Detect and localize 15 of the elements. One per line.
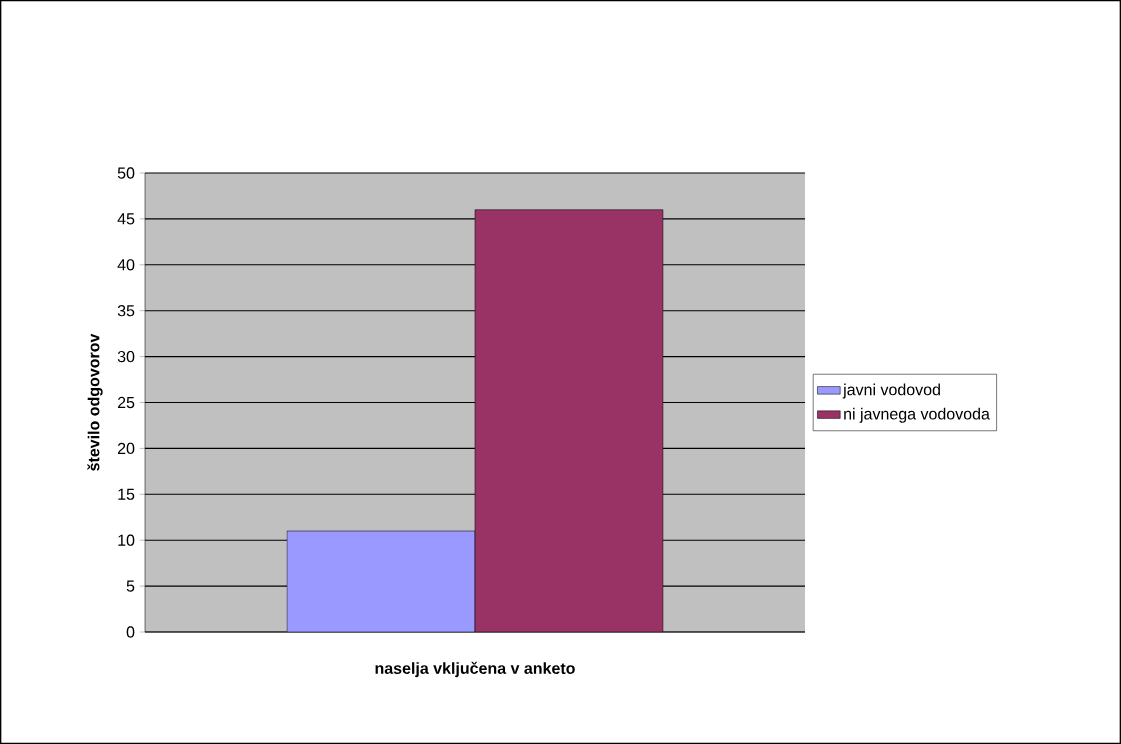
y-tick-label: 10: [118, 534, 135, 546]
y-tick-label: 35: [117, 305, 135, 317]
y-tick-label: 0: [126, 626, 135, 638]
y-tick-label: 40: [117, 259, 135, 271]
y-axis-title: število odgovorov: [87, 333, 103, 471]
y-tick-label: 25: [117, 396, 135, 409]
y-tick-label: 50: [117, 167, 135, 179]
y-tick-label: 5: [126, 580, 135, 592]
y-tick-label: 15: [118, 488, 135, 500]
legend-label: javni vodovod: [842, 383, 940, 399]
legend-label: ni javnega vodovoda: [844, 407, 990, 423]
y-tick-label: 20: [117, 442, 135, 455]
y-tick-label: 30: [117, 350, 135, 363]
x-axis-title: naselja vključena v anketo: [375, 661, 575, 678]
y-tick-label: 45: [117, 213, 135, 225]
